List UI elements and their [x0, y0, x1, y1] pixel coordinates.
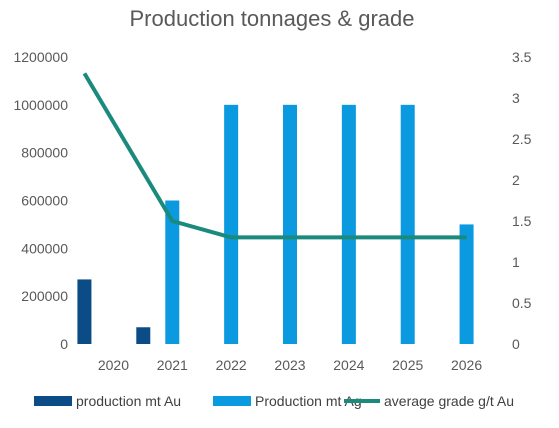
- legend-item: average grade g/t Au: [344, 393, 514, 409]
- y-right-tick-label: 2: [512, 172, 520, 188]
- y-right-tick-label: 1: [512, 254, 520, 270]
- legend-item: Production mt Ag: [213, 393, 362, 409]
- bar-production-mt-au-2020: [77, 279, 92, 344]
- y-left-tick-label: 600000: [21, 193, 68, 209]
- x-tick-label: 2020: [98, 357, 129, 373]
- legend-label: Production mt Ag: [255, 393, 362, 409]
- x-tick-label: 2024: [333, 357, 364, 373]
- bar-production-mt-ag-2026: [459, 224, 474, 344]
- legend-label: average grade g/t Au: [384, 393, 514, 409]
- bar-production-mt-au-2021: [136, 327, 151, 344]
- line-average-grade-g-t-au: [82, 72, 467, 240]
- y-right-tick-label: 0: [512, 336, 520, 352]
- legend-swatch: [213, 396, 251, 406]
- y-left-tick-label: 400000: [21, 240, 68, 256]
- bar-production-mt-ag-2024: [341, 104, 356, 344]
- y-right-tick-label: 0.5: [512, 295, 532, 311]
- x-tick-label: 2021: [157, 357, 188, 373]
- legend-item: production mt Au: [34, 393, 181, 409]
- x-tick-label: 2025: [392, 357, 423, 373]
- bar-production-mt-ag-2022: [224, 104, 239, 344]
- x-tick-label: 2026: [451, 357, 482, 373]
- line-series-group: [82, 72, 467, 240]
- bar-production-mt-ag-2023: [283, 104, 297, 344]
- y-right-tick-label: 3: [512, 90, 520, 106]
- y-axis-left: 0 200000 400000 600000 800000 1000000 1200000: [13, 49, 68, 352]
- y-left-tick-label: 0: [60, 336, 68, 352]
- y-right-tick-label: 2.5: [512, 131, 532, 147]
- y-left-tick-label: 800000: [21, 145, 68, 161]
- bar-production-mt-ag-2021: [165, 200, 180, 344]
- y-right-tick-label: 1.5: [512, 213, 532, 229]
- y-left-tick-label: 1000000: [13, 97, 68, 113]
- y-axis-right: 0 0.5 1 1.5 2 2.5 3 3.5: [512, 49, 532, 352]
- y-left-tick-label: 1200000: [13, 49, 68, 65]
- legend-swatch: [34, 396, 72, 406]
- y-right-tick-label: 3.5: [512, 49, 532, 65]
- bar-series-group: [77, 104, 474, 344]
- legend: production mt Au Production mt Ag average …: [34, 393, 514, 409]
- bar-production-mt-ag-2025: [400, 104, 415, 344]
- x-axis: 2020 2021 2022 2023 2024 2025 2026: [98, 357, 483, 373]
- legend-label: production mt Au: [76, 393, 181, 409]
- y-left-tick-label: 200000: [21, 288, 68, 304]
- chart-title: Production tonnages & grade: [130, 6, 415, 31]
- x-tick-label: 2022: [216, 357, 247, 373]
- x-tick-label: 2023: [274, 357, 305, 373]
